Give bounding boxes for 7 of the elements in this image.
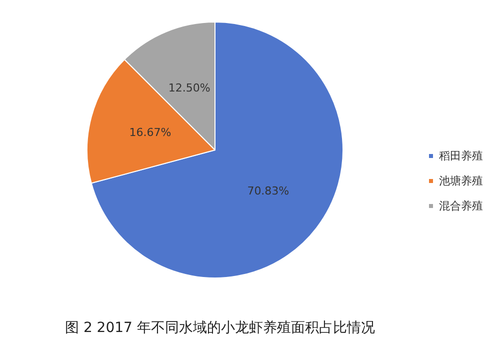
data-label: 16.67% [129, 126, 172, 140]
legend-label: 稻田养殖 [439, 150, 483, 162]
legend-label: 池塘养殖 [439, 174, 483, 188]
legend-label: 混合养殖 [439, 200, 483, 212]
data-label: 70.83% [247, 184, 290, 198]
text: 图 2 2017 年不同水域的小龙虾养殖面积占比情况 [65, 320, 375, 336]
data-label: 12.50% [168, 82, 210, 95]
